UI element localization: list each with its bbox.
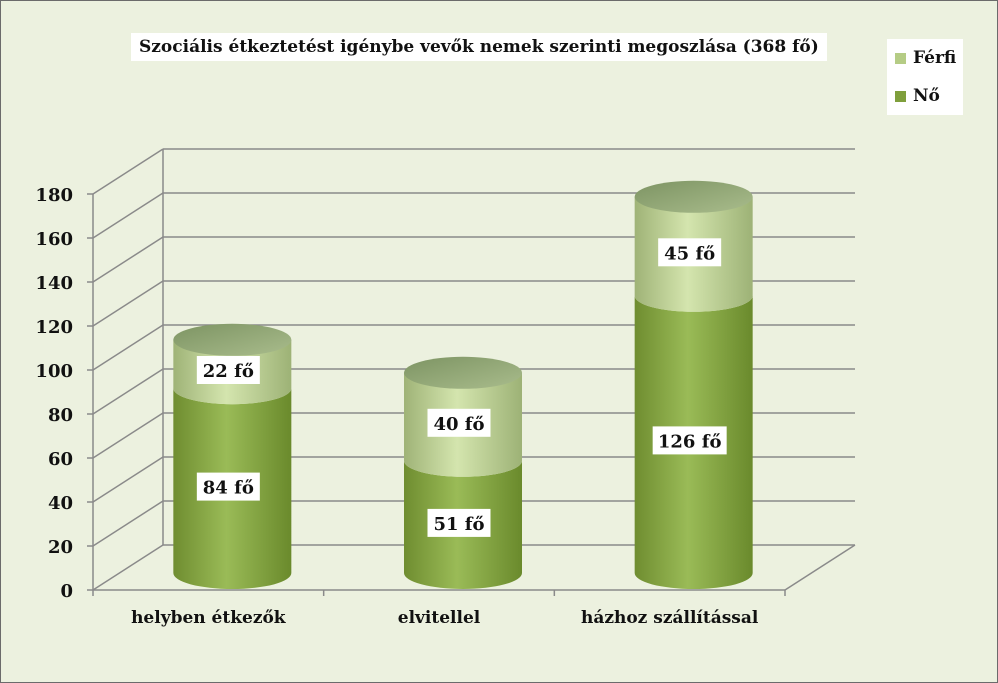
data-label-bg bbox=[427, 408, 491, 437]
data-label-bg bbox=[196, 356, 260, 384]
y-tick-label: 160 bbox=[35, 229, 73, 250]
data-label-text: 45 fő bbox=[664, 243, 715, 264]
data-label-no: 126 fő bbox=[652, 426, 727, 455]
gridline-side bbox=[92, 192, 164, 239]
y-tick-label: 100 bbox=[35, 361, 73, 382]
data-label-no: 84 fő bbox=[196, 472, 260, 501]
y-tick-label: 20 bbox=[48, 537, 73, 558]
data-label-ferfi: 22 fő bbox=[196, 356, 260, 384]
gridline-side bbox=[92, 368, 164, 415]
gridline-side bbox=[92, 544, 164, 591]
gridline-side bbox=[92, 236, 164, 283]
data-label-bg bbox=[652, 426, 727, 455]
data-label-text: 22 fő bbox=[203, 361, 254, 382]
y-tick-label: 40 bbox=[48, 493, 73, 514]
bar-cap bbox=[404, 356, 522, 389]
x-tick-label: helyben étkezők bbox=[131, 608, 287, 628]
y-tick-label: 0 bbox=[60, 581, 73, 602]
data-label-text: 84 fő bbox=[203, 478, 254, 499]
y-tick-label: 80 bbox=[48, 405, 73, 426]
data-label-text: 51 fő bbox=[433, 514, 484, 535]
x-tick-label: elvitellel bbox=[398, 608, 481, 628]
x-tick-label: házhoz szállítással bbox=[581, 608, 759, 628]
bar-cap bbox=[634, 180, 753, 213]
data-label-ferfi: 45 fő bbox=[658, 238, 722, 267]
data-label-ferfi: 40 fő bbox=[427, 408, 491, 437]
gridline-side bbox=[92, 280, 164, 327]
legend-swatch-no bbox=[895, 91, 906, 102]
legend: Férfi Nő bbox=[887, 39, 963, 115]
y-tick-label: 60 bbox=[48, 449, 73, 470]
data-label-bg bbox=[196, 472, 260, 501]
bar-cap bbox=[173, 323, 292, 356]
legend-label-ferfi: Férfi bbox=[913, 48, 957, 68]
gridline-side bbox=[92, 456, 164, 503]
data-label-bg bbox=[427, 508, 491, 537]
data-label-text: 40 fő bbox=[433, 414, 484, 435]
gridline-side bbox=[92, 412, 164, 459]
gridline-side bbox=[92, 500, 164, 547]
gridline-side bbox=[92, 324, 164, 371]
gridline-side bbox=[92, 148, 164, 195]
floor-right-edge bbox=[784, 544, 856, 591]
chart-title: Szociális étkeztetést igénybe vevők neme… bbox=[131, 33, 827, 61]
y-tick-label: 120 bbox=[35, 317, 73, 338]
data-label-text: 126 fő bbox=[658, 431, 722, 452]
y-tick-label: 180 bbox=[35, 185, 73, 206]
data-label-no: 51 fő bbox=[427, 508, 491, 537]
legend-label-no: Nő bbox=[913, 86, 940, 106]
legend-swatch-ferfi bbox=[895, 53, 906, 64]
y-tick-label: 140 bbox=[35, 273, 73, 294]
data-label-bg bbox=[658, 238, 722, 267]
